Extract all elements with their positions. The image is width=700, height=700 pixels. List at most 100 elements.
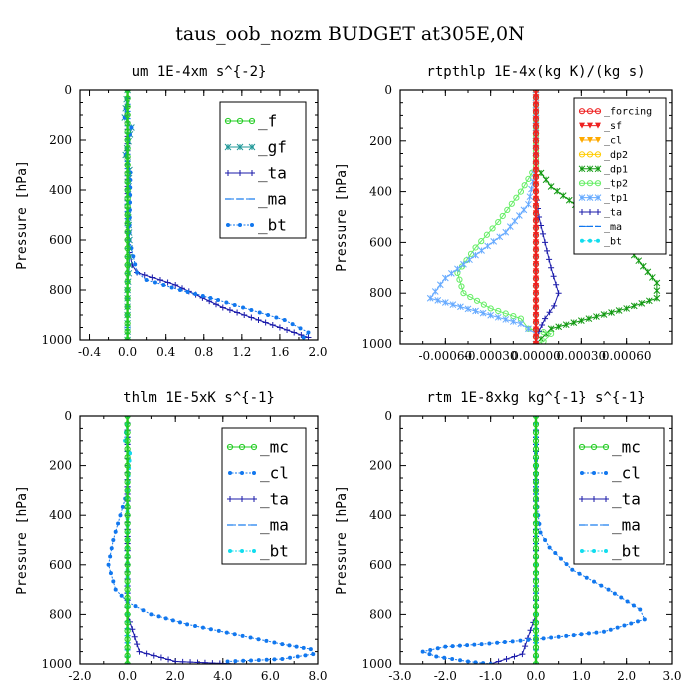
y-tick-label: 800 [369,286,392,300]
series-point-mc [124,545,131,552]
series-point-cl [249,658,254,663]
series-point-bt [128,178,133,182]
legend-marker [578,180,586,187]
series-point-cl [427,652,432,657]
series-point-tp1 [511,217,519,225]
series-point-tp1 [520,206,528,214]
series-point-cl [526,637,531,642]
series-point-bt [249,308,254,312]
series-point-cl [420,649,425,654]
series-point-cl [193,623,198,628]
legend-entry-ta: _ta [579,490,641,509]
series-point-ta [150,652,157,659]
x-tick-label: 2.0 [308,345,327,359]
legend-label: _ma [604,222,622,233]
series-point-bt [127,451,132,456]
series-point-f [124,303,131,310]
legend-entry-bt: _bt [228,542,289,561]
legend-marker [586,180,594,187]
series-point-forcing [532,261,540,268]
legend-marker [586,151,594,158]
series-point-mc [124,462,131,469]
legend-marker [237,170,243,176]
series-point-forcing [532,319,540,326]
series-point-mc [532,603,540,610]
series-point-mc [124,569,131,577]
series-point-dp1 [570,319,578,327]
x-tick-label: 0.0 [526,669,545,683]
series-point-mc [532,652,540,659]
series-point-mc [532,495,540,502]
series-point-cl [280,642,285,647]
series-point-ta [226,307,233,313]
series-point-bt [128,200,133,205]
series-point-mc [532,636,540,643]
series-point-mc [124,603,131,610]
legend-marker [578,151,586,158]
series-point-ta [540,230,547,237]
series-point-cl [256,658,261,663]
series-point-tp2 [487,305,494,312]
series-line-ta [490,416,537,664]
y-tick-label: 1000 [361,337,392,351]
series-point-tp1 [426,294,434,302]
series-point-forcing [532,297,540,304]
series-point-cl [294,644,299,649]
series-point-tp1 [460,260,467,268]
series-point-forcing [532,159,540,166]
series-point-cl [599,583,604,588]
series-point-f [124,178,131,185]
x-tick-label: 2.0 [617,669,636,683]
series-point-cl [608,627,613,632]
legend: _mc _cl _ta _ma _bt [221,427,307,565]
legend-marker [248,143,256,151]
series-point-tp2 [478,238,485,245]
series-point-bt [208,296,213,300]
series-point-cl [541,636,546,641]
series-point-forcing [532,290,540,297]
series-point-tp1 [457,303,464,311]
series-point-ta [201,659,208,664]
series-point-mc [124,470,131,477]
series-point-tp2 [517,188,524,195]
legend-marker [248,117,256,125]
panel-3: thlm 1E-5xK s^{-1} Pressure [hPa] 0 200 400 6… [15,390,328,683]
series-point-cl [156,614,161,619]
series-point-cl [619,595,624,600]
x-tick-label: 0.00000 [511,349,561,363]
panel-title: um 1E-4xm s^{-2} [132,64,267,80]
legend-marker [226,223,230,227]
legend-marker [224,117,232,125]
series-point-dp1 [559,192,567,200]
series-point-dp1 [537,169,545,177]
legend-marker [238,223,242,227]
x-tick-label: 0.0 [118,669,137,683]
series-point-f [124,245,131,252]
series-point-mc [532,512,540,519]
series-point-bt [241,305,246,310]
series-point-mc [532,445,540,453]
series-point-tp1 [516,212,523,219]
legend-marker [595,137,601,143]
series-point-cl [615,625,620,630]
series-point-cl [232,632,237,637]
legend-entry-ta: _ta [225,164,287,183]
y-tick-label: 600 [369,235,392,249]
y-tick-label: 400 [49,183,72,197]
legend-marker [250,443,258,451]
series-line-tp1 [429,90,537,344]
series-point-cl [487,641,492,646]
series-point-cl [116,521,121,526]
legend-entry-cl: _cl [228,464,289,483]
legend-marker [251,496,257,502]
series-point-cl [119,593,124,598]
series-point-mc [124,416,131,420]
legend-entry-tp2: _tp2 [578,179,628,190]
series-point-cl [636,619,640,624]
legend-entry-ma: _ma [579,222,622,233]
series-point-f [124,186,131,194]
series-point-dp1 [638,300,646,307]
legend-marker [594,108,602,115]
series-point-dp1 [585,315,593,322]
legend-label: _cl [612,464,641,483]
